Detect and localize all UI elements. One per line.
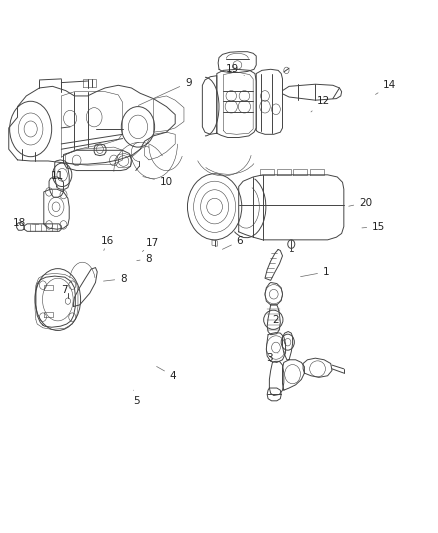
- Text: 8: 8: [137, 254, 152, 263]
- Text: 2: 2: [272, 310, 279, 325]
- Text: 12: 12: [311, 96, 330, 112]
- Text: 19: 19: [226, 64, 244, 76]
- Text: 15: 15: [362, 222, 385, 231]
- Text: 3: 3: [266, 353, 278, 363]
- Text: 18: 18: [13, 218, 39, 228]
- Text: 4: 4: [157, 367, 177, 381]
- Text: 8: 8: [103, 274, 127, 284]
- Text: 11: 11: [50, 168, 68, 181]
- Text: 10: 10: [143, 176, 173, 187]
- Text: 1: 1: [300, 267, 330, 277]
- Text: 9: 9: [138, 78, 192, 106]
- Text: 14: 14: [375, 80, 396, 94]
- Text: 5: 5: [133, 390, 140, 406]
- Text: 7: 7: [61, 281, 71, 295]
- Text: 16: 16: [101, 236, 114, 251]
- Text: 6: 6: [223, 236, 244, 249]
- Text: 17: 17: [142, 238, 159, 252]
- Text: 20: 20: [349, 198, 372, 207]
